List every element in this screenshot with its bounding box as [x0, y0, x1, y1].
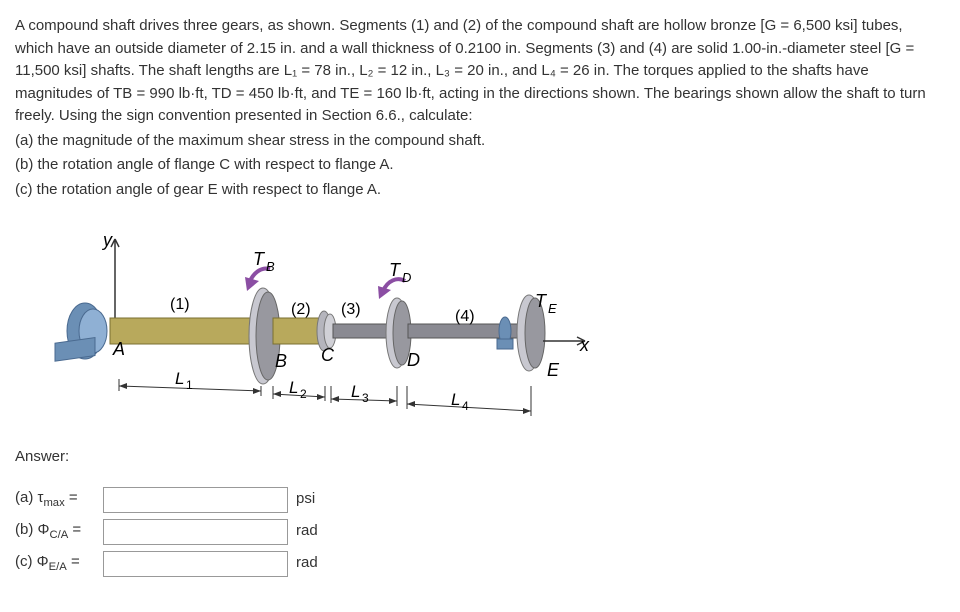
svg-text:E: E [548, 301, 557, 316]
svg-text:L: L [289, 378, 298, 397]
problem-part-b: (b) the rotation angle of flange C with … [15, 154, 945, 177]
answer-label-a: (a) τmax = [15, 487, 103, 512]
svg-text:(2): (2) [291, 301, 311, 318]
svg-text:B: B [275, 351, 287, 371]
svg-text:(3): (3) [341, 301, 361, 318]
answer-input-c[interactable] [103, 551, 288, 577]
svg-text:B: B [266, 259, 275, 274]
answer-row-a: (a) τmax = psi [15, 487, 945, 513]
answer-unit-c: rad [296, 552, 318, 575]
answer-input-b[interactable] [103, 519, 288, 545]
svg-text:y: y [101, 230, 113, 250]
answer-unit-a: psi [296, 488, 315, 511]
svg-text:1: 1 [186, 378, 193, 392]
problem-part-c: (c) the rotation angle of gear E with re… [15, 179, 945, 202]
svg-text:T: T [389, 260, 402, 280]
problem-intro: A compound shaft drives three gears, as … [15, 17, 926, 124]
svg-text:E: E [547, 360, 560, 380]
answer-label-c: (c) ΦE/A = [15, 551, 103, 576]
svg-text:D: D [402, 270, 411, 285]
svg-text:C: C [321, 345, 335, 365]
answer-row-b: (b) ΦC/A = rad [15, 519, 945, 545]
problem-part-a: (a) the magnitude of the maximum shear s… [15, 130, 945, 153]
answer-section: Answer: (a) τmax = psi (b) ΦC/A = rad (c… [15, 446, 945, 577]
svg-text:(4): (4) [455, 308, 475, 325]
svg-text:A: A [112, 339, 125, 359]
svg-text:L: L [175, 369, 184, 388]
shaft-figure: y (1) T B (2) (3) T D [35, 221, 595, 421]
svg-text:D: D [407, 350, 420, 370]
answer-header: Answer: [15, 446, 945, 469]
svg-text:3: 3 [362, 391, 369, 405]
svg-text:2: 2 [300, 387, 307, 401]
svg-text:4: 4 [462, 399, 469, 413]
svg-text:L: L [351, 382, 360, 401]
svg-text:L: L [451, 390, 460, 409]
answer-row-c: (c) ΦE/A = rad [15, 551, 945, 577]
answer-label-b: (b) ΦC/A = [15, 519, 103, 544]
answer-unit-b: rad [296, 520, 318, 543]
svg-text:x: x [579, 335, 590, 355]
svg-text:(1): (1) [170, 296, 190, 313]
svg-text:T: T [535, 291, 548, 311]
svg-text:T: T [253, 249, 266, 269]
answer-input-a[interactable] [103, 487, 288, 513]
problem-statement: A compound shaft drives three gears, as … [15, 15, 945, 201]
